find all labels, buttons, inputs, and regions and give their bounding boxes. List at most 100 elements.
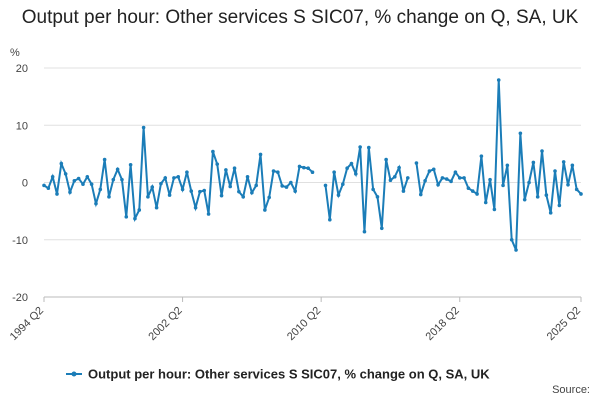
data-point — [107, 195, 111, 199]
source: Source: — [552, 384, 590, 396]
data-point — [548, 211, 553, 215]
data-point — [302, 165, 306, 170]
data-point — [72, 178, 77, 183]
data-point — [59, 161, 64, 166]
data-point — [254, 183, 259, 188]
data-point — [332, 170, 336, 174]
data-point — [405, 176, 410, 180]
data-point — [579, 192, 583, 196]
data-point — [488, 177, 492, 182]
y-tick-label: -20 — [12, 292, 28, 304]
data-point — [341, 182, 345, 187]
data-point — [531, 160, 536, 165]
data-point — [89, 182, 94, 187]
data-point — [544, 193, 549, 197]
y-tick-label: 20 — [16, 63, 28, 75]
data-point — [514, 248, 518, 252]
data-point — [55, 192, 59, 196]
data-point — [535, 195, 540, 199]
data-point — [492, 207, 497, 212]
chart-title: Output per hour: Other services S SIC07,… — [21, 7, 579, 28]
data-point — [345, 166, 349, 170]
data-point — [366, 145, 371, 150]
data-point — [63, 172, 68, 176]
x-tick-label: 1994 Q2 — [8, 305, 46, 343]
data-point — [557, 203, 562, 208]
x-tick-label: 2025 Q2 — [545, 305, 583, 343]
data-point — [68, 190, 72, 195]
data-point — [128, 162, 133, 167]
data-point — [362, 229, 367, 234]
data-point — [518, 131, 523, 136]
data-point — [124, 215, 129, 219]
x-tick-label: 2002 Q2 — [146, 305, 184, 343]
data-point — [423, 178, 427, 183]
data-point — [379, 226, 384, 231]
data-point — [284, 185, 289, 189]
data-point — [137, 208, 142, 212]
data-point — [375, 195, 380, 199]
data-point — [258, 152, 263, 157]
data-point — [202, 188, 207, 193]
data-point — [414, 161, 419, 165]
data-point — [306, 166, 310, 170]
data-point — [440, 176, 445, 180]
x-tick-label: 2010 Q2 — [285, 305, 323, 343]
data-point — [185, 170, 189, 174]
data-point — [98, 187, 103, 192]
data-point — [505, 163, 510, 168]
data-point — [388, 178, 393, 183]
y-tick-label: -10 — [12, 235, 28, 247]
data-point — [159, 181, 163, 186]
data-point — [496, 78, 501, 82]
data-point — [436, 182, 440, 187]
data-point — [133, 216, 137, 221]
data-point — [358, 145, 362, 149]
data-point — [276, 170, 280, 174]
data-point — [397, 165, 401, 170]
data-point — [211, 149, 215, 154]
data-point — [111, 177, 116, 182]
data-point — [501, 183, 505, 188]
data-point — [470, 189, 475, 193]
data-point — [566, 182, 570, 187]
data-point — [219, 193, 224, 198]
data-point — [457, 176, 462, 180]
data-point — [94, 201, 98, 206]
series-line — [43, 79, 582, 251]
data-point — [479, 154, 484, 158]
data-point — [522, 197, 527, 202]
data-point — [328, 217, 332, 222]
data-point — [323, 183, 328, 188]
x-tick-label: 2018 Q2 — [424, 305, 462, 343]
data-point — [553, 169, 557, 173]
data-point — [401, 189, 406, 193]
data-point — [102, 157, 107, 162]
data-point — [271, 169, 276, 173]
data-point — [574, 187, 579, 192]
data-point — [392, 174, 397, 179]
data-point — [50, 174, 55, 179]
data-point — [154, 205, 159, 210]
data-point — [297, 164, 302, 169]
data-point — [267, 195, 271, 200]
data-point — [483, 200, 488, 205]
data-point — [237, 189, 241, 194]
data-point — [293, 189, 297, 193]
data-point — [349, 161, 354, 166]
data-point — [172, 176, 176, 180]
data-point — [176, 174, 181, 179]
data-point — [280, 184, 284, 188]
data-point — [189, 189, 194, 193]
legend-label: Output per hour: Other services S SIC07,… — [88, 367, 490, 382]
data-point — [431, 167, 436, 172]
data-point — [466, 186, 471, 191]
data-point — [354, 172, 358, 176]
data-point — [46, 186, 51, 191]
data-point — [146, 195, 150, 199]
data-point — [76, 176, 81, 181]
data-point — [250, 191, 254, 195]
data-point — [150, 185, 155, 189]
data-point — [81, 182, 85, 187]
